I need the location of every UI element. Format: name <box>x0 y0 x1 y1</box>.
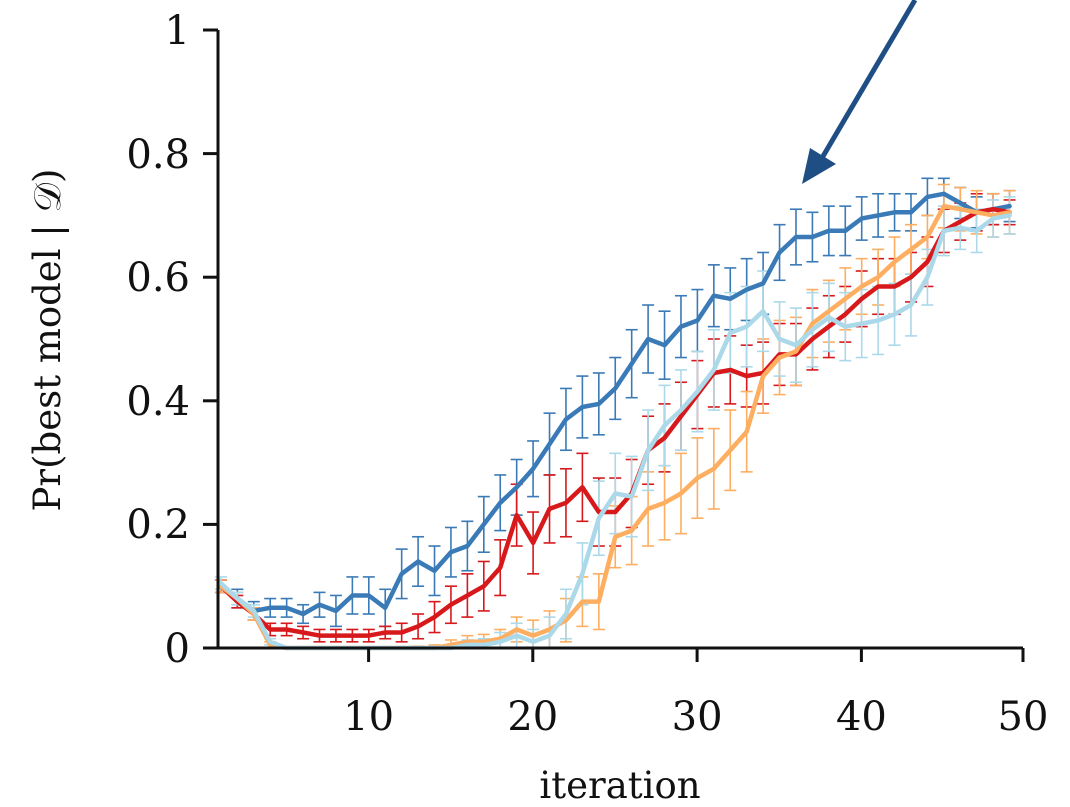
error-bars-layer <box>215 178 1016 648</box>
y-axis: 0 0.2 0.4 0.6 0.8 1 Pr(best model | 𝒟) <box>26 8 218 672</box>
error-bars-series-4 <box>215 197 1016 648</box>
x-tick-label: 30 <box>672 694 723 740</box>
series-line-2 <box>221 209 1010 635</box>
y-tick-label: 0.2 <box>126 502 190 548</box>
x-axis: 10 20 30 40 50 iteration <box>218 648 1048 807</box>
series-line-4 <box>221 215 1010 648</box>
y-tick-label: 0.4 <box>126 379 190 425</box>
arrow-shaft <box>822 0 915 158</box>
arrow-head <box>802 148 836 184</box>
series-layer <box>221 194 1010 648</box>
x-axis-label: iteration <box>539 764 700 807</box>
x-tick-label: 10 <box>343 694 394 740</box>
y-tick-label: 0.6 <box>126 255 190 301</box>
y-tick-label: 0 <box>165 626 190 672</box>
annotation-arrow <box>802 0 915 184</box>
y-tick-label: 0.8 <box>126 132 190 178</box>
x-tick-label: 40 <box>836 694 887 740</box>
y-axis-label: Pr(best model | 𝒟) <box>26 169 69 512</box>
x-tick-label: 50 <box>998 694 1049 740</box>
x-tick-label: 20 <box>507 694 558 740</box>
series-line-3 <box>221 206 1010 648</box>
y-tick-label: 1 <box>165 8 190 54</box>
